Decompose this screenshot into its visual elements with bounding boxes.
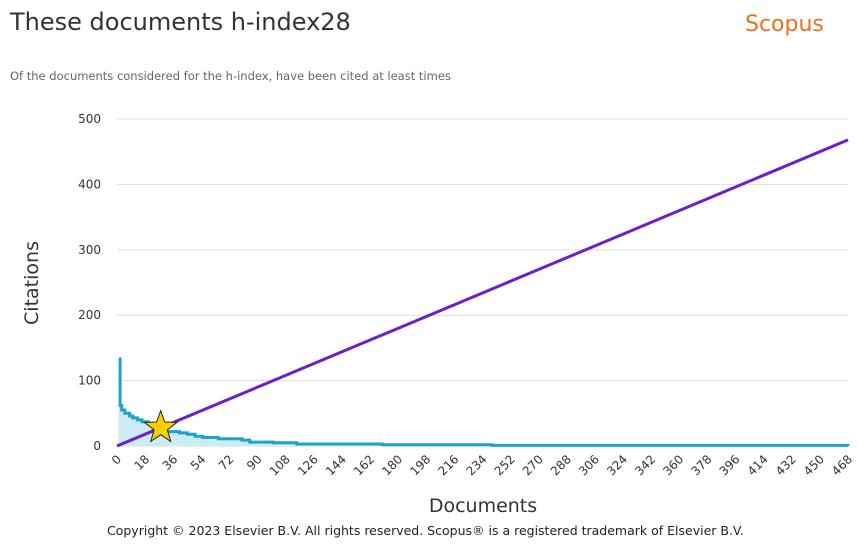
x-tick-label: 468	[829, 452, 855, 478]
x-tick-label: 342	[632, 452, 658, 478]
x-tick-label: 0	[109, 452, 124, 467]
x-axis-label: Documents	[429, 495, 537, 517]
citations-area	[118, 359, 849, 446]
x-tick-label: 378	[688, 452, 714, 478]
x-tick-label: 414	[745, 452, 771, 478]
y-tick-label: 500	[78, 112, 101, 126]
x-tick-label: 36	[160, 452, 181, 473]
x-tick-label: 18	[132, 452, 153, 473]
x-tick-label: 162	[351, 452, 377, 478]
x-tick-label: 360	[660, 452, 686, 478]
x-tick-label: 126	[295, 452, 321, 478]
x-tick-label: 270	[520, 452, 546, 478]
x-tick-label: 180	[379, 452, 405, 478]
x-tick-label: 306	[576, 452, 602, 478]
x-tick-label: 72	[216, 452, 237, 473]
x-tick-label: 324	[604, 452, 630, 478]
y-tick-label: 100	[78, 374, 101, 388]
h-index-chart: 0 100 200 300 400 500 0 18 36 54 72 90 108 126 144 162…	[21, 112, 855, 517]
x-tick-label: 54	[188, 452, 209, 473]
x-tick-label: 288	[548, 452, 574, 478]
x-tick-label: 144	[323, 452, 349, 478]
x-tick-label: 252	[492, 452, 518, 478]
y-tick-label: 200	[78, 308, 101, 322]
y-tick-label: 0	[93, 439, 101, 453]
page-title: These documents h-index28	[10, 8, 351, 36]
h-index-star-marker[interactable]	[143, 409, 179, 443]
x-tick-label: 396	[717, 452, 743, 478]
subtitle: Of the documents considered for the h-in…	[10, 69, 451, 83]
x-tick-label: 432	[773, 452, 799, 478]
citations-line	[118, 357, 850, 447]
copyright: Copyright © 2023 Elsevier B.V. All right…	[107, 523, 744, 538]
x-tick-label: 90	[244, 452, 265, 473]
h-index-line	[116, 138, 849, 448]
x-tick-label: 450	[801, 452, 827, 478]
y-tick-label: 300	[78, 243, 101, 257]
scopus-logo[interactable]: Scopus	[745, 12, 824, 37]
x-tick-label: 198	[407, 452, 433, 478]
x-tick-label: 108	[267, 452, 293, 478]
x-tick-label: 216	[435, 452, 461, 478]
y-tick-label: 400	[78, 177, 101, 191]
x-tick-label: 234	[464, 452, 490, 478]
y-axis-label: Citations	[21, 241, 43, 325]
